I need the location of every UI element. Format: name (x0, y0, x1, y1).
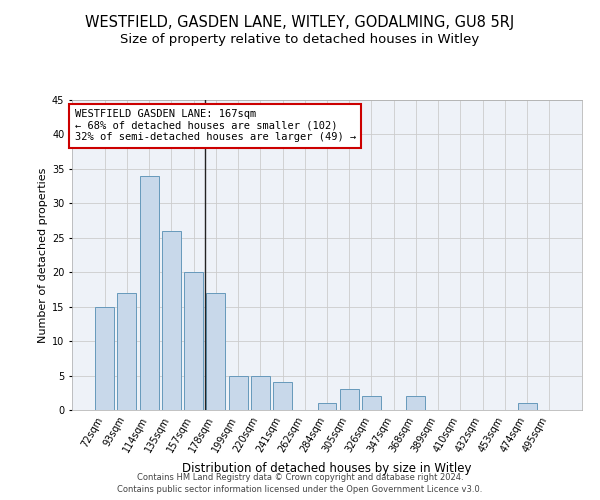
Bar (518, 403, 536, 410)
Bar (95, 306, 114, 410)
Text: WESTFIELD, GASDEN LANE, WITLEY, GODALMING, GU8 5RJ: WESTFIELD, GASDEN LANE, WITLEY, GODALMIN… (85, 15, 515, 30)
X-axis label: Distribution of detached houses by size in Witley: Distribution of detached houses by size … (182, 462, 472, 475)
Text: Size of property relative to detached houses in Witley: Size of property relative to detached ho… (121, 32, 479, 46)
Text: Contains public sector information licensed under the Open Government Licence v3: Contains public sector information licen… (118, 485, 482, 494)
Bar (118, 293, 136, 410)
Bar (273, 382, 292, 410)
Bar (140, 176, 158, 410)
Text: Contains HM Land Registry data © Crown copyright and database right 2024.: Contains HM Land Registry data © Crown c… (137, 472, 463, 482)
Bar (162, 231, 181, 410)
Bar (340, 390, 359, 410)
Bar (251, 376, 270, 410)
Y-axis label: Number of detached properties: Number of detached properties (38, 168, 47, 342)
Bar (406, 396, 425, 410)
Bar (317, 403, 337, 410)
Bar (229, 376, 248, 410)
Bar (184, 272, 203, 410)
Text: WESTFIELD GASDEN LANE: 167sqm
← 68% of detached houses are smaller (102)
32% of : WESTFIELD GASDEN LANE: 167sqm ← 68% of d… (74, 110, 356, 142)
Bar (206, 293, 225, 410)
Bar (362, 396, 381, 410)
